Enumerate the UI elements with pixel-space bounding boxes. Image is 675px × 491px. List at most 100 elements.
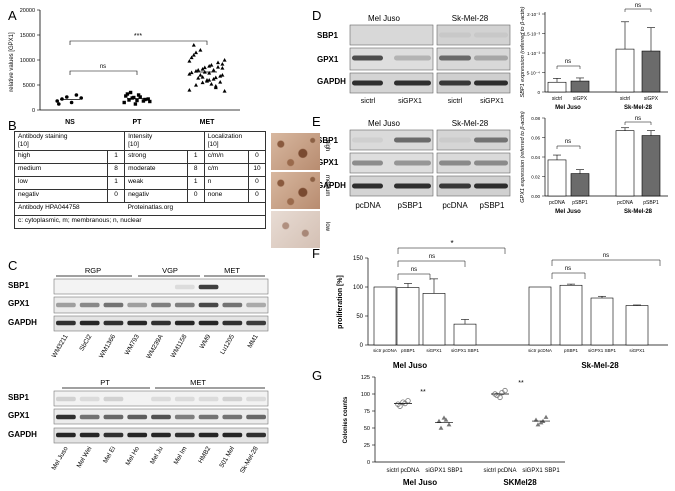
blot-band (79, 302, 100, 308)
panel-f-sig-2: ns (429, 254, 435, 260)
panel-a-point (194, 50, 198, 55)
panel-a-point (218, 80, 223, 84)
panel-d-chart-sig-1: ns (565, 59, 571, 65)
panel-f-bar (528, 286, 552, 346)
blot-c-group-vgp: VGP (162, 266, 178, 275)
panel-f-bar (559, 284, 583, 346)
blot-c-lane-label: WM239A (145, 333, 165, 360)
panel-d-chart-bar (547, 81, 567, 93)
blot-band (246, 320, 266, 326)
blot-band (56, 320, 76, 326)
panel-f-bar (373, 286, 397, 346)
blot-band (198, 414, 219, 420)
panel-label-a: A (8, 8, 17, 23)
blot-band (439, 80, 471, 86)
blot-band (474, 55, 508, 61)
panel-a-sig-ns: ns (100, 64, 106, 70)
panel-f-ytick-label: 100 (353, 285, 364, 291)
blot-e-row-gapdh: GAPDH (317, 181, 346, 190)
table-row: negativ 0 negativ 0 none 0 (13, 189, 267, 203)
panel-a-point (65, 95, 69, 99)
blot-band (394, 55, 431, 61)
panel-a-point (138, 95, 142, 99)
blot-band (174, 396, 195, 402)
panel-a-point (198, 73, 203, 77)
panel-a-point (198, 48, 203, 52)
panel-a-point (128, 90, 133, 95)
blot-band (127, 302, 148, 308)
table-legend: c: cytoplasmic, m; membranous; n, nuclea… (14, 215, 266, 229)
panel-g-point (443, 417, 449, 422)
panel-a-point (122, 100, 126, 105)
panel-a-group-pt: PT (133, 119, 143, 126)
panel-g-point (405, 398, 411, 404)
panel-f-xlabel: siGPX1 SBP1 (588, 348, 617, 353)
blot-band (394, 137, 431, 143)
panel-f-xlabel: pSBP1 (401, 348, 416, 353)
panel-d-chart-group-2: Sk-Mel-28 (624, 105, 653, 111)
blot-band (103, 432, 124, 438)
panel-a-ytick-label: 5000 (23, 83, 35, 89)
table-header-staining: Antibody staining [10] (13, 131, 126, 151)
panel-a-point (222, 89, 227, 93)
blot-c2-row-sbp1: SBP1 (8, 393, 29, 402)
panel-d-chart-ytick-label: 2·10⁻³ (527, 12, 540, 17)
table-header-intensity: Intensity [10] (124, 131, 205, 151)
panel-e-chart-sig-2: ns (635, 116, 641, 122)
blot-c2-lane-label: Mel Ju (149, 445, 165, 465)
panel-a-point (202, 65, 207, 70)
panel-d-chart-ytick-label: 5·10⁻⁴ (527, 70, 540, 75)
blot-band (246, 396, 266, 402)
blot-band (151, 320, 171, 326)
panel-d-chart-ytick-label: 1.5·10⁻³ (523, 31, 540, 36)
panel-a-group-ns: NS (65, 119, 75, 126)
blot-c2-lane-label: Mel Juso (51, 445, 70, 471)
blot-d-lane-1: sictrl (361, 98, 376, 105)
table-row: medium 8 moderate 8 c/m 10 (13, 163, 267, 177)
blot-band (222, 396, 243, 402)
panel-e-chart-ytick-label: 0.08 (531, 116, 540, 121)
panel-a-point (200, 67, 205, 71)
blot-band (246, 302, 266, 308)
panel-g-point (535, 422, 541, 427)
panel-g-ytick-label: 100 (361, 392, 370, 398)
panel-d-chart-x-2: siGPX (573, 96, 588, 102)
blot-c2-lane-label: Mel Ei (102, 446, 117, 465)
panel-e-chart-bar (570, 173, 590, 197)
panel-g-group-1: Mel Juso (403, 478, 437, 487)
panel-a-point (69, 100, 74, 105)
panel-g-x-3: sictrl pcDNA (483, 468, 516, 474)
blot-band (198, 320, 219, 326)
blot-e-lane-2: pSBP1 (398, 201, 423, 210)
blot-band (174, 320, 195, 326)
blot-band (474, 80, 508, 86)
panel-a-point (207, 64, 212, 68)
panel-b-table: Antibody staining [10] Intensity [10] Loca… (13, 131, 267, 229)
blot-e-row-sbp1: SBP1 (317, 136, 338, 145)
blot-band (127, 414, 148, 420)
blot-band (352, 137, 383, 143)
panel-g-group-2: SKMel28 (503, 478, 537, 487)
panel-f-sig-4: ns (565, 266, 571, 272)
blot-band (127, 320, 148, 326)
panel-g-point (538, 420, 544, 425)
panel-a-ytick-label: 20000 (20, 8, 35, 14)
panel-a-point (55, 99, 59, 103)
panel-g-point (533, 417, 539, 422)
panel-a-point (189, 55, 194, 60)
panel-a-point (136, 93, 141, 97)
blot-band (246, 414, 266, 420)
blot-band (103, 302, 124, 308)
panel-a-point (200, 80, 205, 85)
panel-a-point (148, 99, 152, 104)
blot-c-lane-label: SbCl2 (78, 333, 93, 352)
panel-e-chart-bar (615, 130, 635, 197)
panel-d-chart-bar (570, 80, 590, 93)
blot-band (474, 137, 508, 143)
blot-band (198, 302, 219, 308)
panel-d-chart-ytick-label: 0 (537, 90, 540, 95)
panel-e-chart-group-2: Sk-Mel-28 (624, 209, 653, 215)
panel-a-point (124, 94, 128, 98)
blot-c2-lane-label: Mel Wei (76, 446, 94, 470)
